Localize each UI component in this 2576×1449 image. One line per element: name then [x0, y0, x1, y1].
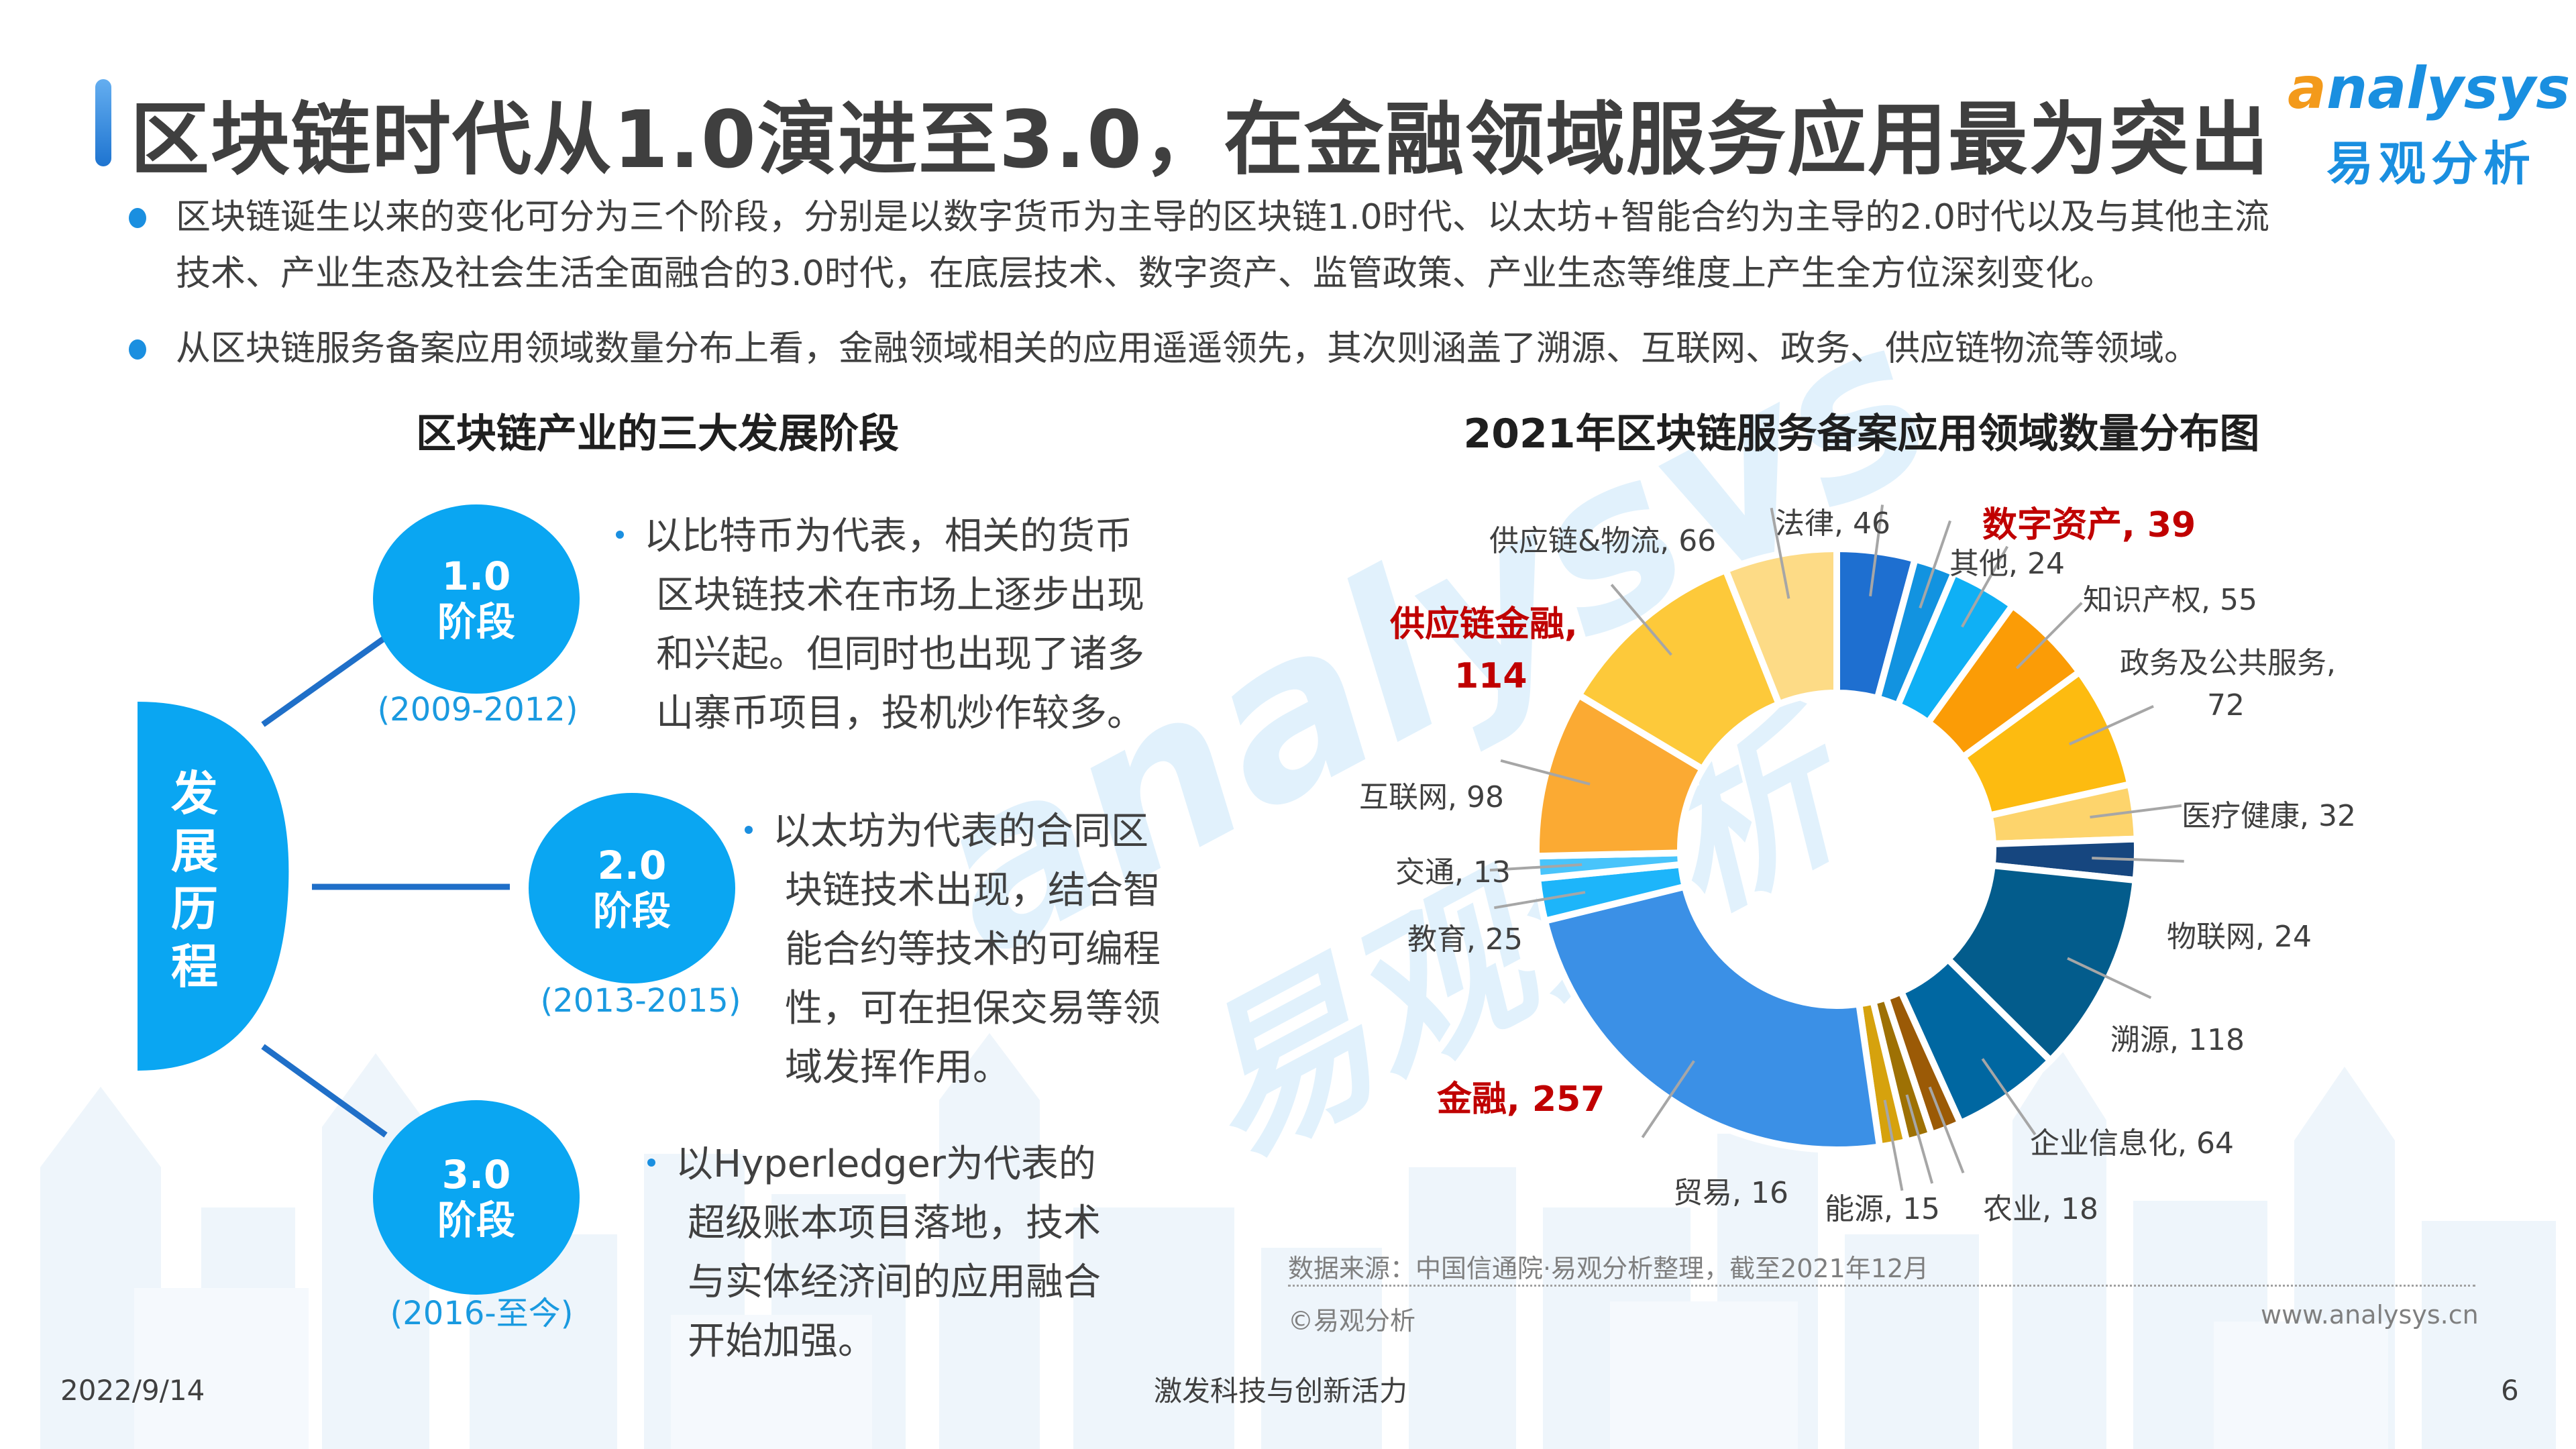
title-accent-bar [95, 79, 111, 166]
stage-label: 阶段 [437, 599, 515, 645]
page-number: 6 [2501, 1374, 2519, 1407]
copyright: ©易观分析 [1288, 1306, 1416, 1336]
label-trade: 贸易, 16 [1673, 1176, 1788, 1210]
label-agriculture: 农业, 18 [1983, 1192, 2098, 1226]
footer-date: 2022/9/14 [60, 1374, 205, 1407]
root-half-ellipse [138, 702, 289, 1071]
bullet-icon [616, 530, 624, 539]
stage-connectors [138, 635, 510, 1138]
logo-a-swoosh-icon: a [2288, 55, 2327, 122]
stage-label: 阶段 [437, 1197, 515, 1243]
bullet-icon [129, 208, 146, 228]
label-finance: 金融, 257 [1437, 1079, 1605, 1120]
label-internet: 互联网, 98 [1359, 780, 1504, 814]
page-title: 区块链时代从1.0演进至3.0，在金融领域服务应用最为突出 [130, 93, 2271, 186]
label-transport: 交通, 13 [1395, 855, 1511, 890]
stage-3-description: 以Hyperledger为代表的 超级账本项目落地，技术 与实体经济间的应用融合… [647, 1135, 1101, 1371]
label-gov-value: 72 [2207, 688, 2245, 722]
bullet-2-line-1: 从区块链服务备案应用领域数量分布上看，金融领域相关的应用遥遥领先，其次则涵盖了溯… [176, 329, 2200, 369]
stage-1-years: (2009-2012) [377, 691, 578, 729]
label-iot: 物联网, 24 [2167, 920, 2312, 954]
label-supply-chain-finance-value: 114 [1454, 656, 1527, 696]
stage-3-circle: 3.0 阶段 [373, 1100, 580, 1295]
logo-text: nalysys [2326, 55, 2571, 122]
stage-2-circle: 2.0 阶段 [529, 793, 735, 983]
stage-2-years: (2013-2015) [540, 982, 741, 1020]
bullet-icon [745, 825, 753, 834]
stage-label: 阶段 [592, 888, 671, 934]
website-link[interactable]: www.analysys.cn [2261, 1300, 2479, 1330]
donut-slice-12 [1540, 882, 1884, 1153]
label-supply-chain-finance: 供应链金融, [1390, 604, 1578, 645]
label-ip: 知识产权, 55 [2083, 583, 2257, 617]
label-law: 法律, 46 [1775, 506, 1890, 541]
data-source: 数据来源：中国信通院·易观分析整理，截至2021年12月 [1288, 1254, 1929, 1283]
bullet-icon [647, 1158, 655, 1167]
label-other: 其他, 24 [1949, 547, 2065, 581]
stages-title: 区块链产业的三大发展阶段 [416, 411, 899, 458]
brand-logo-cn: 易观分析 [2326, 136, 2536, 191]
bullet-icon [129, 339, 146, 360]
stage-version: 3.0 [441, 1152, 511, 1197]
root-label: 发 展 历 程 [171, 766, 218, 994]
donut-slice-16 [1574, 566, 1784, 774]
label-energy: 能源, 15 [1825, 1192, 1940, 1226]
label-health: 医疗健康, 32 [2182, 799, 2356, 833]
stage-1-description: 以比特币为代表，相关的货币 区块链技术在市场上逐步出现 和兴起。但同时也出现了诸… [616, 507, 1144, 743]
stage-version: 1.0 [441, 553, 511, 599]
label-digital-assets: 数字资产, 39 [1982, 505, 2196, 545]
donut-slice-7 [1943, 861, 2140, 1066]
bullet-1-line-2: 技术、产业生态及社会生活全面融合的3.0时代，在底层技术、数字资产、监管政策、产… [176, 254, 2115, 294]
label-supply-chain-logistics: 供应链&物流, 66 [1489, 524, 1717, 558]
chart-title: 2021年区块链服务备案应用领域数量分布图 [1463, 411, 2260, 458]
bullet-1-line-1: 区块链诞生以来的变化可分为三个阶段，分别是以数字货币为主导的区块链1.0时代、以… [176, 197, 2269, 237]
stage-3-years: (2016-至今) [390, 1295, 574, 1332]
footer-slogan: 激发科技与创新活力 [1154, 1375, 1408, 1407]
label-gov: 政务及公共服务, [2120, 646, 2336, 680]
stage-2-description: 以太坊为代表的合同区 块链技术出现，结合智 能合约等技术的可编程 性，可在担保交… [745, 802, 1161, 1097]
brand-logo-en: analysys [2288, 55, 2570, 122]
donut-slice-17 [1721, 545, 1840, 708]
source-divider [1288, 1285, 2475, 1287]
stage-1-circle: 1.0 阶段 [373, 504, 580, 694]
label-traceability: 溯源, 118 [2110, 1023, 2245, 1057]
label-education: 教育, 25 [1407, 922, 1523, 957]
label-enterprise-it: 企业信息化, 64 [2030, 1126, 2234, 1161]
stage-version: 2.0 [597, 843, 667, 888]
